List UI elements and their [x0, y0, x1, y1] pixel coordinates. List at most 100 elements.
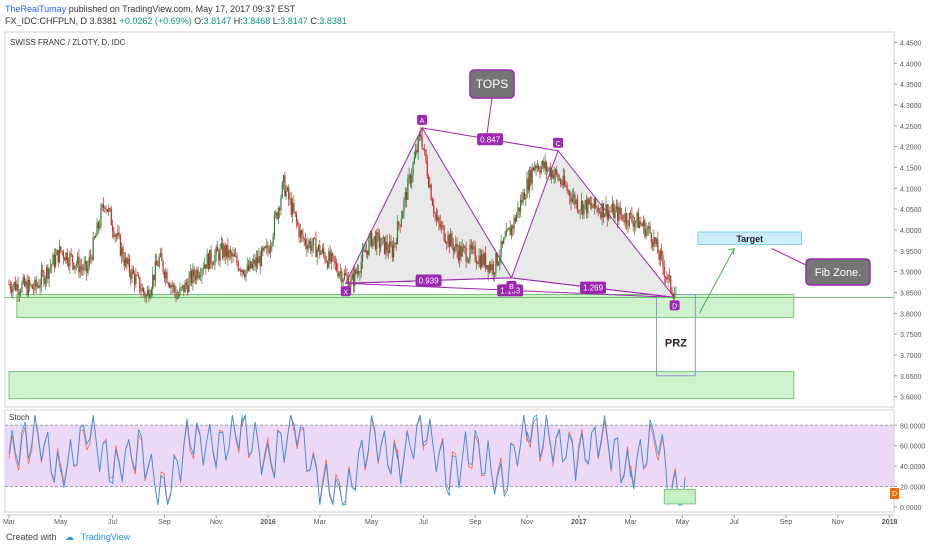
- candle-body: [538, 166, 540, 171]
- candle-body: [390, 241, 392, 246]
- support-zone: [8, 371, 795, 400]
- candle-body: [404, 191, 406, 200]
- x-tick-label: Jul: [108, 519, 117, 526]
- point-badge: [417, 114, 428, 125]
- candle-body: [605, 204, 607, 214]
- candle-body: [171, 284, 173, 287]
- candle-body: [429, 184, 431, 187]
- candle-body: [417, 137, 419, 153]
- x-tick-label: Sep: [780, 519, 793, 526]
- candle-body: [219, 248, 221, 261]
- candle-body: [22, 277, 24, 283]
- stoch-tick-label: 0.0000: [900, 505, 922, 512]
- candle-body: [465, 247, 467, 262]
- ratio-label-bg: [580, 281, 607, 294]
- x-tick-label: Mar: [3, 519, 16, 526]
- candle-body: [352, 274, 355, 286]
- point-label: X: [343, 289, 348, 296]
- candle-body: [374, 236, 377, 250]
- candle-body: [459, 245, 461, 261]
- candle-body: [659, 250, 661, 260]
- candle-body: [257, 257, 259, 264]
- candle-body: [509, 227, 511, 236]
- candle-body: [499, 257, 501, 263]
- candle-body: [321, 248, 323, 253]
- point-badge: [506, 280, 517, 291]
- candle-body: [113, 231, 115, 237]
- candle-body: [637, 212, 639, 228]
- publisher-name[interactable]: TheRealTumay: [5, 4, 67, 14]
- candle-body: [123, 259, 125, 266]
- candle-body: [539, 170, 541, 173]
- candle-body: [254, 259, 256, 267]
- candle-body: [286, 187, 289, 191]
- candle-body: [121, 247, 123, 256]
- candle-body: [33, 288, 35, 290]
- stoch-band: [5, 425, 894, 487]
- candle-body: [453, 247, 456, 252]
- candle-body: [386, 241, 388, 251]
- candle-body: [591, 203, 593, 208]
- candle-body: [405, 191, 408, 200]
- candle-body: [165, 271, 167, 279]
- candle-body: [48, 268, 50, 279]
- candle-body: [584, 200, 586, 205]
- candle-body: [517, 207, 519, 215]
- candle-body: [61, 250, 63, 253]
- candle-body: [115, 234, 118, 237]
- candle-body: [215, 247, 217, 256]
- candle-body: [356, 271, 358, 274]
- candle-body: [293, 203, 295, 212]
- candle-body: [518, 207, 520, 212]
- candle-body: [632, 221, 634, 227]
- candle-body: [80, 266, 83, 269]
- candle-body: [667, 275, 669, 280]
- candle-body: [44, 278, 46, 285]
- candle-body: [644, 220, 646, 237]
- candle-body: [35, 279, 37, 287]
- candle-body: [479, 255, 481, 268]
- candle-body: [205, 264, 207, 269]
- ratio-label: 0.939: [419, 277, 440, 286]
- created-with-text: Created with: [6, 532, 57, 542]
- candle-body: [315, 238, 317, 258]
- candle-body: [320, 252, 322, 255]
- candle-body: [262, 248, 264, 251]
- candle-body: [163, 271, 165, 279]
- candle-body: [79, 266, 81, 273]
- candle-body: [175, 291, 177, 299]
- candle-body: [93, 237, 96, 238]
- candle-body: [570, 197, 572, 203]
- candle-body: [560, 179, 562, 184]
- candle-body: [10, 289, 13, 293]
- candle-body: [358, 271, 360, 274]
- candle-body: [573, 194, 575, 198]
- candle-body: [86, 261, 88, 273]
- x-tick-label: Nov: [210, 519, 223, 526]
- y-tick-label: 4.1000: [900, 186, 922, 193]
- candle-body: [474, 246, 476, 261]
- candle-body: [385, 241, 387, 254]
- candle-body: [124, 257, 127, 266]
- candle-body: [540, 166, 542, 173]
- candle-body: [9, 284, 11, 290]
- candle-body: [416, 150, 418, 153]
- candle-body: [242, 269, 244, 275]
- candle-body: [562, 175, 564, 186]
- candle-body: [519, 199, 522, 212]
- stoch-oversold-zone: [663, 489, 696, 505]
- candle-body: [141, 288, 143, 292]
- candle-body: [297, 221, 299, 226]
- candle-body: [618, 207, 620, 222]
- candle-body: [437, 217, 439, 220]
- candle-body: [102, 204, 105, 208]
- candle-body: [295, 214, 298, 222]
- candle-body: [657, 239, 659, 254]
- candle-body: [587, 198, 589, 214]
- candle-body: [66, 252, 68, 264]
- candle-body: [631, 213, 633, 222]
- candle-body: [236, 255, 238, 263]
- y-tick-label: 4.1500: [900, 165, 922, 172]
- tradingview-logo[interactable]: TradingView: [80, 532, 131, 542]
